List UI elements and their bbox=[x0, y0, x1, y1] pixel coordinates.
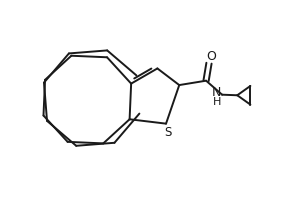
Text: N: N bbox=[212, 86, 221, 99]
Text: S: S bbox=[165, 126, 172, 139]
Text: O: O bbox=[206, 50, 216, 63]
Text: H: H bbox=[213, 97, 221, 107]
